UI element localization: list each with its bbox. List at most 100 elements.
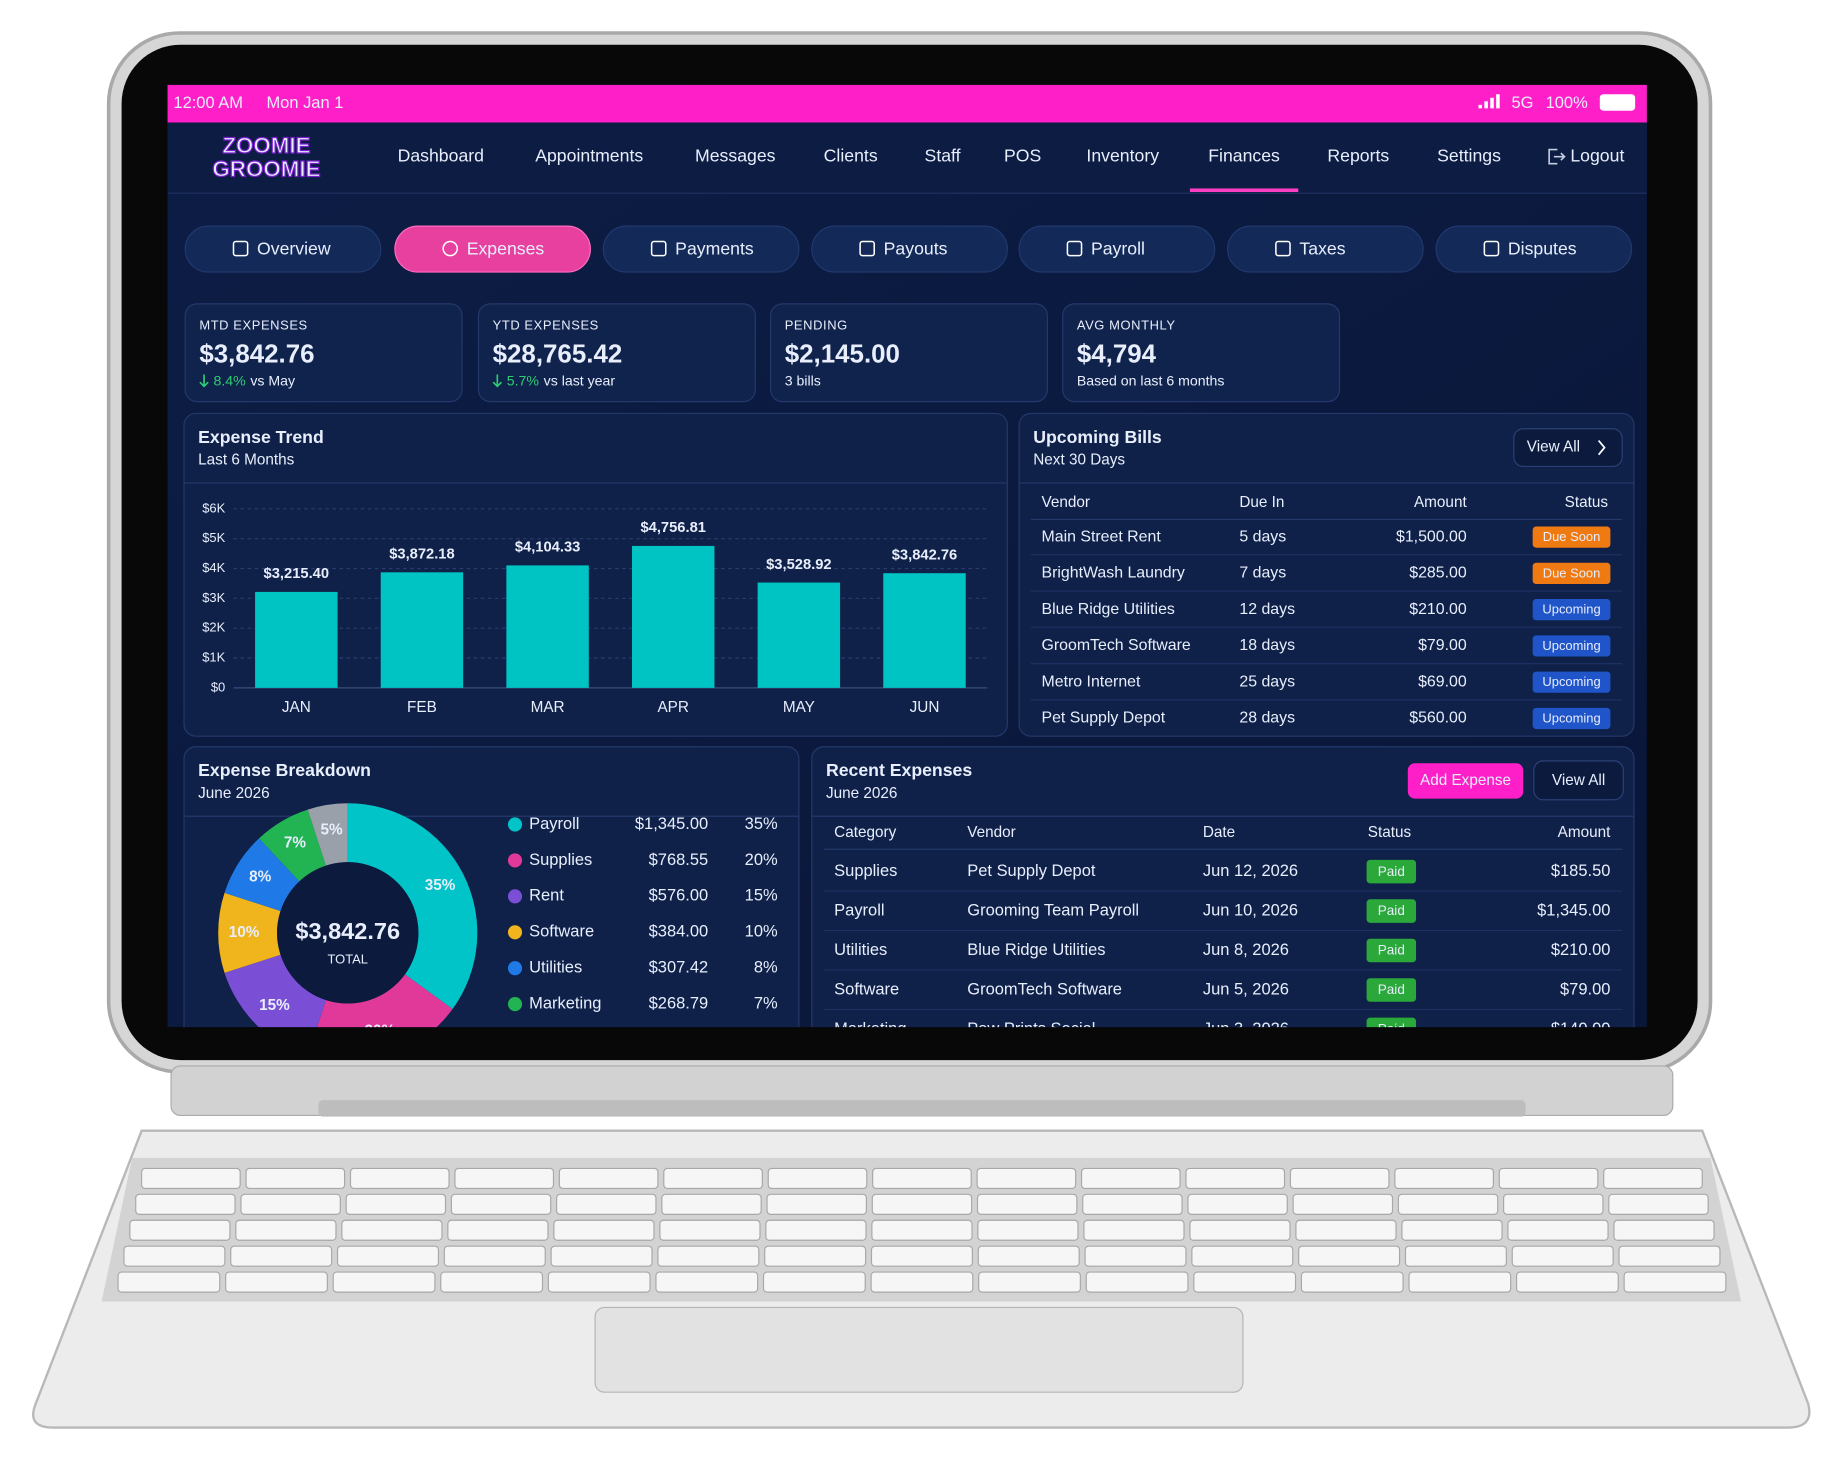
donut-label: 20% (364, 1022, 395, 1039)
status-badge-label: Paid (1378, 982, 1405, 997)
nav-link[interactable]: Settings (1437, 145, 1501, 165)
key (1084, 1245, 1187, 1267)
table-cell: Blue Ridge Utilities (967, 941, 1105, 959)
table-cell: Blue Ridge Utilities (1041, 601, 1174, 618)
donut-label: 35% (425, 877, 456, 894)
nav-link[interactable]: Appointments (535, 145, 643, 165)
kpi-note: vs last year (544, 372, 616, 388)
key (558, 1167, 659, 1190)
tab[interactable] (602, 225, 800, 273)
donut-center-value: $3,842.76 (295, 918, 400, 944)
tab-label: Payroll (1091, 238, 1145, 258)
status-badge-label: Upcoming (1542, 710, 1600, 725)
kpi-card (1062, 303, 1341, 403)
key (1189, 1219, 1291, 1241)
tab[interactable] (1018, 225, 1216, 273)
bar-value-label: $3,842.76 (892, 547, 957, 563)
key (123, 1245, 226, 1267)
status-badge (1532, 671, 1611, 693)
nav-link[interactable]: Messages (695, 145, 776, 165)
hinge-strip (318, 1100, 1526, 1117)
table-cell: Paw Prints Social (967, 1020, 1095, 1038)
down-arrow (492, 374, 503, 388)
status-badge (1366, 938, 1417, 963)
nav-link[interactable]: Dashboard (398, 145, 484, 165)
key (349, 1167, 450, 1190)
tab-icon (859, 240, 876, 257)
table-cell: Jun 8, 2026 (1203, 941, 1289, 959)
nav-link[interactable]: Clients (824, 145, 878, 165)
key (245, 1167, 346, 1190)
key (240, 1193, 341, 1215)
key (1300, 1271, 1404, 1293)
key (1187, 1193, 1288, 1215)
key (336, 1245, 440, 1267)
nav-link[interactable]: Inventory (1086, 145, 1159, 165)
bar (883, 573, 966, 688)
kpi-sub: 3 bills (785, 372, 821, 388)
nav-link[interactable]: Reports (1327, 145, 1389, 165)
view-all-label: View All (1552, 772, 1605, 789)
table-cell: Jun 3, 2026 (1203, 1020, 1289, 1038)
status-badge (1532, 599, 1611, 621)
legend-dot (507, 925, 523, 940)
key (235, 1219, 337, 1241)
add-expense-button[interactable] (1407, 763, 1524, 799)
tab[interactable] (811, 225, 1008, 273)
kpi-change: 5.7% (507, 372, 540, 388)
key (655, 1271, 759, 1293)
table-cell: $210.00 (1409, 601, 1467, 618)
view-all-button[interactable] (1513, 428, 1623, 468)
tab-label: Payments (675, 238, 754, 258)
table-header: Vendor (967, 824, 1015, 841)
key (1295, 1219, 1397, 1241)
status-badge-label: Paid (1378, 943, 1405, 958)
tab[interactable] (184, 225, 382, 273)
bar-value-label: $3,528.92 (766, 557, 831, 573)
tab[interactable] (1435, 225, 1633, 273)
panel-subtitle: June 2026 (826, 785, 897, 802)
status-badge-label: Due Soon (1543, 565, 1601, 580)
key (871, 1193, 973, 1215)
key (135, 1193, 236, 1215)
status-badge (1532, 635, 1611, 657)
key (117, 1271, 221, 1293)
table-header: Amount (1558, 824, 1611, 841)
logout-link[interactable]: Logout (1570, 145, 1624, 165)
table-cell: 12 days (1239, 601, 1295, 618)
tab[interactable] (1227, 225, 1424, 273)
kpi-value: $2,145.00 (785, 341, 900, 369)
nav-link[interactable]: Staff (925, 145, 961, 165)
tab-icon (442, 240, 459, 257)
nav-link[interactable]: Finances (1208, 145, 1280, 165)
key (978, 1271, 1081, 1293)
key (976, 1167, 1077, 1190)
y-tick-label: $4K (202, 560, 225, 575)
nav-link[interactable]: POS (1004, 145, 1041, 165)
bar (255, 591, 338, 688)
key (450, 1193, 552, 1215)
x-tick-label: MAR (531, 699, 565, 716)
legend-amount: $268.79 (649, 994, 709, 1012)
key (1608, 1193, 1709, 1215)
key (1618, 1245, 1721, 1267)
tab-label: Expenses (467, 238, 545, 258)
y-tick-label: $2K (202, 620, 225, 635)
status-badge (1366, 1017, 1417, 1028)
y-tick-label: $5K (202, 530, 225, 545)
key (766, 1193, 867, 1215)
key (1085, 1271, 1189, 1293)
tab[interactable] (394, 225, 591, 273)
table-cell: Utilities (834, 941, 887, 959)
kpi-card (184, 303, 463, 403)
key (1503, 1193, 1604, 1215)
nav-active-underline (1189, 188, 1299, 192)
table-cell: Main Street Rent (1041, 528, 1161, 545)
status-badge (1366, 978, 1417, 1002)
view-all-button[interactable] (1533, 760, 1624, 801)
kpi-sub: Based on last 6 months (1077, 372, 1225, 388)
view-all-label: View All (1527, 439, 1580, 456)
table-cell: Marketing (834, 1020, 906, 1038)
key (663, 1167, 763, 1190)
key (443, 1245, 546, 1267)
